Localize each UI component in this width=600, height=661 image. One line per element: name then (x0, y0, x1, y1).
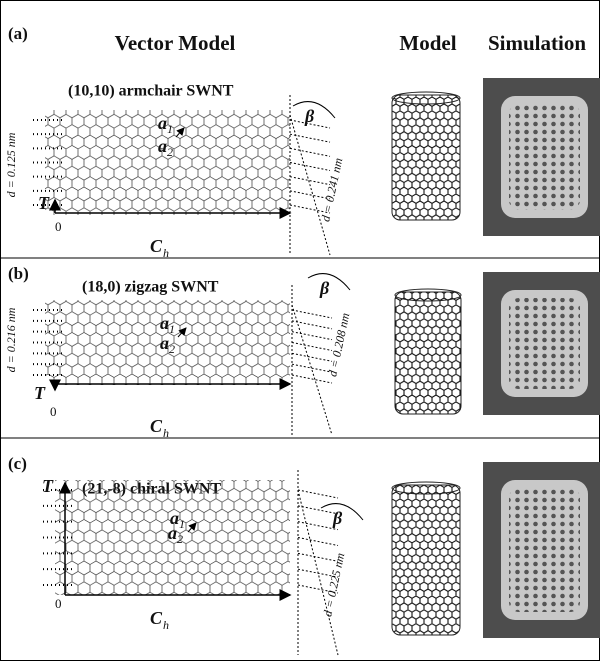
spacing-label: d = 0.125 nm (4, 132, 18, 197)
tube-model (395, 292, 461, 414)
cut-line (290, 115, 330, 255)
atom-row (292, 375, 332, 383)
ch-label: C (150, 236, 163, 256)
spacing-label: d = 0.241 nm (318, 156, 345, 223)
tube-model (392, 485, 460, 635)
atom-row (290, 148, 330, 156)
panel-title: (10,10) armchair SWNT (68, 83, 234, 100)
figure: Vector Model Model Simulation (a) (10,10)… (0, 0, 600, 661)
panel-label: (a) (8, 24, 28, 43)
ch-sub: h (163, 246, 169, 260)
simulation-lattice (509, 298, 580, 389)
vector-sub: 1 (169, 322, 175, 336)
panel-label: (b) (8, 264, 29, 283)
atom-row (298, 506, 338, 514)
t-label: T (42, 476, 54, 496)
panel-label: (c) (8, 454, 27, 473)
atom-row (290, 163, 330, 171)
header: Simulation (488, 31, 586, 55)
vector-sub: 2 (177, 532, 183, 546)
atom-row (292, 310, 332, 318)
spacing-label: d = 0.225 nm (320, 551, 347, 618)
vector-label: a (158, 113, 167, 133)
atom-row (292, 332, 332, 340)
vector-label: a (168, 523, 177, 543)
t-label: T (34, 383, 46, 403)
ch-sub: h (163, 426, 169, 440)
vector-label: a (160, 313, 169, 333)
ch-label: C (150, 416, 163, 436)
beta: β (319, 278, 330, 298)
beta: β (332, 508, 343, 528)
simulation-lattice (509, 488, 580, 612)
tube-model (392, 95, 460, 220)
t-label: T (38, 193, 50, 213)
vector-sub: 2 (169, 342, 175, 356)
simulation-lattice (509, 104, 580, 210)
vector-label: a (158, 136, 167, 156)
origin: 0 (55, 596, 62, 611)
atom-row (298, 538, 338, 546)
panel-title: (18,0) zigzag SWNT (82, 279, 219, 296)
vector-label: a (160, 333, 169, 353)
atom-row (292, 353, 332, 361)
header: Vector Model (115, 31, 236, 55)
origin: 0 (55, 219, 62, 234)
spacing-label: d = 0.216 nm (4, 307, 18, 372)
origin: 0 (50, 404, 57, 419)
beta: β (304, 106, 315, 126)
ch-label: C (150, 608, 163, 628)
vector-sub: 1 (179, 517, 185, 531)
ch-sub: h (163, 618, 169, 632)
vector-sub: 2 (167, 145, 173, 159)
atom-row (290, 177, 330, 185)
atom-row (298, 490, 338, 498)
atom-row (292, 343, 332, 351)
vector-sub: 1 (167, 122, 173, 136)
spacing-label: d = 0.208 nm (325, 311, 352, 378)
atom-row (298, 522, 338, 530)
header: Model (399, 31, 456, 55)
